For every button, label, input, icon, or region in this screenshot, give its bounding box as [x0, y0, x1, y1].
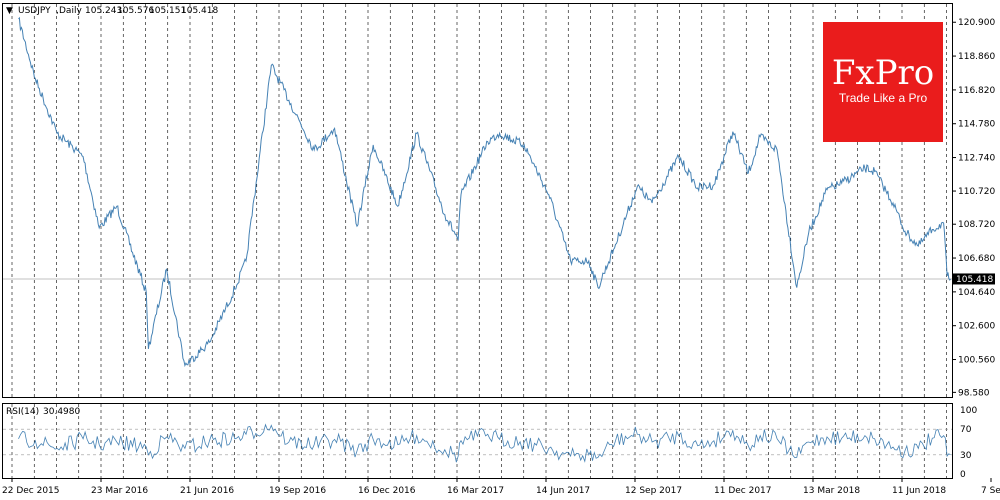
price-series-line [18, 16, 951, 368]
chart-header-open: 105.243 [85, 6, 122, 16]
date-tick-label: 19 Sep 2016 [269, 486, 326, 496]
price-tick-label: 100.560 [958, 356, 995, 366]
last-price-tag: 105.418 [953, 273, 995, 285]
price-tick-label: 102.600 [958, 322, 995, 332]
date-tick-label: 14 Jun 2017 [536, 486, 590, 496]
rsi-level-lines [3, 428, 952, 456]
rsi-panel-frame [2, 403, 953, 479]
chart-header-timeframe: Daily [59, 6, 82, 16]
date-tick-label: 13 Mar 2018 [803, 486, 860, 496]
date-axis: 22 Dec 2015 23 Mar 2016 21 Jun 2016 19 Sep … [2, 478, 1000, 496]
rsi-axis: 100 70 30 0 [960, 406, 977, 480]
chart-header-symbol: USDJPY [18, 6, 51, 16]
price-tick-label: 112.740 [958, 154, 995, 164]
price-tick-label: 98.580 [958, 388, 990, 398]
date-tick-label: 11 Jun 2018 [892, 486, 946, 496]
price-tick-label: 106.680 [958, 254, 995, 264]
date-tick-label: 22 Dec 2015 [2, 486, 60, 496]
date-tick-label: 12 Sep 2017 [625, 486, 682, 496]
chart-header-high: 105.576 [117, 6, 154, 16]
vertical-grid [11, 4, 947, 478]
logo-brand: FxPro [832, 53, 934, 93]
price-tick-label: 114.780 [958, 120, 995, 130]
price-tick-label: 120.900 [958, 18, 995, 28]
rsi-series-line [18, 423, 951, 463]
rsi-label: RSI(14) [6, 407, 39, 417]
chart-header-period-sep: , [56, 6, 59, 16]
main-panel-frame [2, 3, 953, 398]
logo-tagline: Trade Like a Pro [839, 91, 928, 105]
date-tick-label: 11 Dec 2017 [714, 486, 772, 496]
last-price-value: 105.418 [956, 275, 993, 285]
price-tick-label: 110.720 [958, 187, 995, 197]
date-tick-label: 23 Mar 2016 [91, 486, 148, 496]
date-tick-label: 7 Sep 2018 [981, 486, 1000, 496]
price-tick-label: 108.720 [958, 220, 995, 230]
chart-header-close: 105.418 [181, 6, 218, 16]
date-tick-label: 16 Dec 2016 [358, 486, 416, 496]
rsi-tick-label: 0 [960, 470, 966, 480]
rsi-tick-label: 100 [960, 406, 977, 416]
rsi-tick-label: 30 [960, 451, 972, 461]
rsi-tick-label: 70 [960, 425, 972, 435]
price-tick-label: 104.640 [958, 288, 995, 298]
price-tick-label: 116.820 [958, 86, 995, 96]
chart-header-low: 105.151 [149, 6, 186, 16]
date-tick-label: 16 Mar 2017 [447, 486, 504, 496]
price-tick-label: 118.860 [958, 52, 995, 62]
logo-background [823, 22, 943, 142]
fxpro-logo: FxPro Trade Like a Pro [823, 22, 943, 142]
price-axis: 120.900 118.860 116.820 114.780 112.740 110.7… [952, 18, 995, 398]
rsi-value: 30.4980 [43, 407, 80, 417]
date-tick-label: 21 Jun 2016 [180, 486, 234, 496]
chart-header-arrow: ▼ [6, 6, 13, 16]
